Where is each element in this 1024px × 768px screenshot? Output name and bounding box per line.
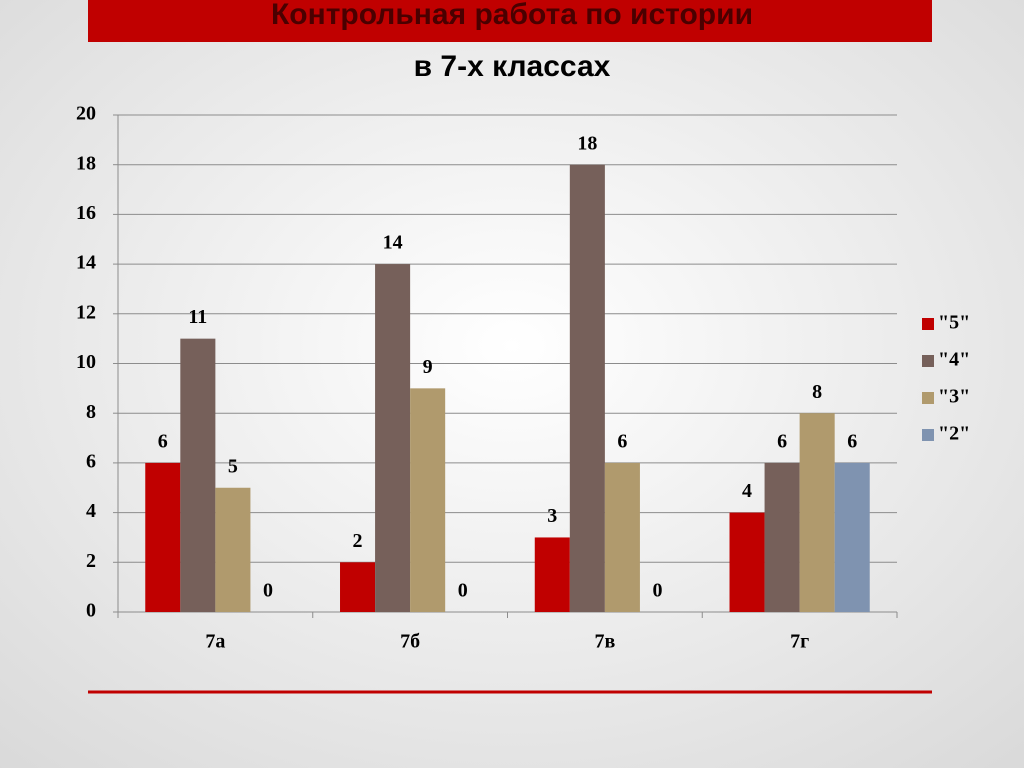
legend-label: "4" <box>938 349 970 371</box>
bar <box>729 512 765 612</box>
data-label: 6 <box>158 430 168 452</box>
y-tick-label: 12 <box>76 301 96 323</box>
y-tick-label: 4 <box>86 500 96 522</box>
legend-swatch <box>922 392 934 404</box>
bar <box>534 537 570 612</box>
y-tick-label: 20 <box>76 103 96 125</box>
data-label: 18 <box>577 132 597 154</box>
legend-label: "2" <box>938 423 970 445</box>
data-label: 8 <box>812 381 822 403</box>
legend-label: "5" <box>938 312 970 334</box>
x-tick-label: 7б <box>400 631 420 653</box>
legend-swatch <box>922 318 934 330</box>
data-label: 0 <box>652 580 662 602</box>
bar <box>375 264 411 612</box>
data-label: 2 <box>353 530 363 552</box>
data-label: 9 <box>423 356 433 378</box>
y-tick-label: 10 <box>76 351 96 373</box>
y-tick-label: 16 <box>76 202 96 224</box>
bar <box>180 338 216 612</box>
x-tick-label: 7г <box>790 631 809 653</box>
bar <box>340 562 376 612</box>
bar <box>764 462 800 612</box>
bar <box>215 487 251 612</box>
bar <box>799 413 835 612</box>
bar <box>145 462 181 612</box>
data-label: 4 <box>742 480 752 502</box>
bar <box>569 164 605 612</box>
y-tick-label: 6 <box>86 450 96 472</box>
data-label: 0 <box>458 580 468 602</box>
y-tick-label: 2 <box>86 550 96 572</box>
data-label: 14 <box>383 232 403 254</box>
data-label: 6 <box>847 430 857 452</box>
chart-title: Контрольная работа по истории <box>271 0 753 31</box>
y-tick-label: 8 <box>86 401 96 423</box>
y-tick-label: 0 <box>86 600 96 622</box>
data-label: 11 <box>188 306 207 328</box>
legend-label: "3" <box>938 386 970 408</box>
bar <box>604 462 640 612</box>
x-tick-label: 7в <box>594 631 615 653</box>
data-label: 3 <box>547 505 557 527</box>
bar <box>410 388 446 612</box>
legend-swatch <box>922 429 934 441</box>
data-label: 5 <box>228 455 238 477</box>
y-tick-label: 18 <box>76 152 96 174</box>
y-tick-label: 14 <box>76 252 96 274</box>
x-tick-label: 7а <box>205 631 225 653</box>
legend-swatch <box>922 355 934 367</box>
bar <box>834 462 870 612</box>
data-label: 6 <box>617 430 627 452</box>
data-label: 0 <box>263 580 273 602</box>
data-label: 6 <box>777 430 787 452</box>
chart-subtitle: в 7-х классах <box>414 50 611 83</box>
title-banner <box>88 0 932 42</box>
